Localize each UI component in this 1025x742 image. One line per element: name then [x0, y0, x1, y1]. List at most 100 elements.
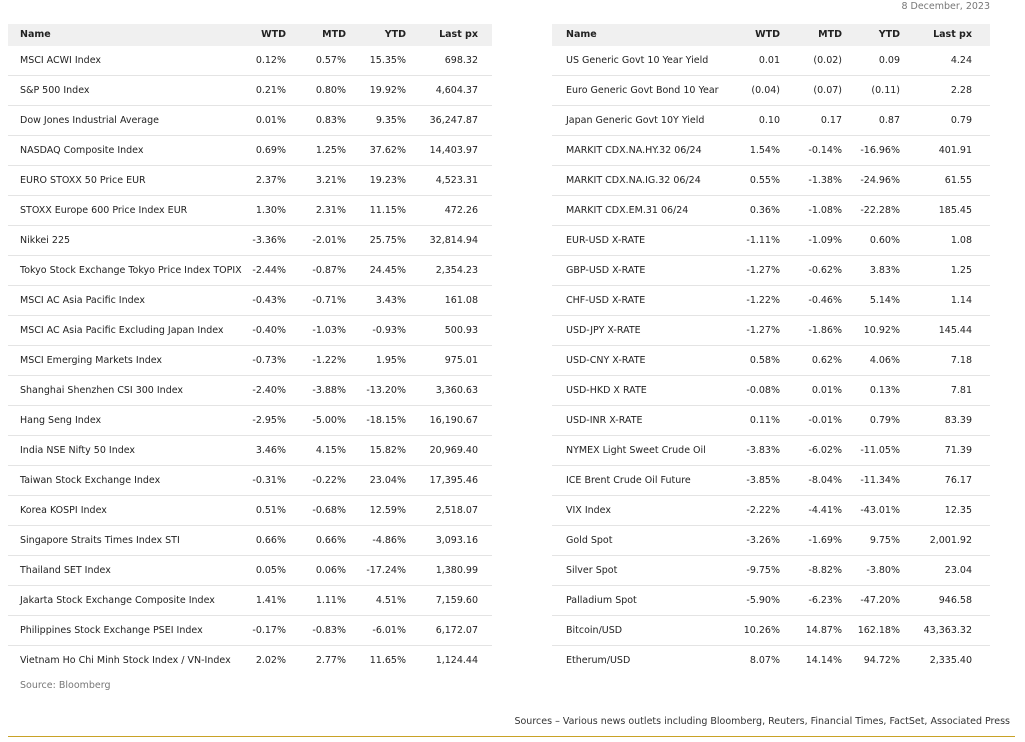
value-cell: 7,159.60 [435, 595, 478, 606]
value-cell: 3.46% [255, 445, 286, 456]
value-cell: -0.83% [312, 625, 346, 636]
table-row: GBP-USD X-RATE -1.27% -0.62% 3.83% 1.25 [552, 256, 990, 286]
instrument-name: S&P 500 Index [20, 85, 90, 96]
table-row: CHF-USD X-RATE -1.22% -0.46% 5.14% 1.14 [552, 286, 990, 316]
value-cell: -9.75% [746, 565, 780, 576]
value-cell: 0.01% [811, 385, 842, 396]
value-cell: 0.87 [878, 115, 900, 126]
instrument-name: Shanghai Shenzhen CSI 300 Index [20, 385, 184, 396]
value-cell: 1.14 [950, 295, 972, 306]
value-cell: 1.54% [749, 145, 780, 156]
table-row: Gold Spot -3.26% -1.69% 9.75% 2,001.92 [552, 526, 990, 556]
value-cell: 2.37% [255, 175, 286, 186]
value-cell: 0.79 [950, 115, 972, 126]
table-row: S&P 500 Index 0.21% 0.80% 19.92% 4,604.37 [8, 76, 492, 106]
value-cell: 3.43% [375, 295, 406, 306]
value-cell: -1.69% [808, 535, 842, 546]
value-cell: 3.21% [315, 175, 346, 186]
value-cell: 145.44 [938, 325, 972, 336]
instrument-name: Thailand SET Index [20, 565, 111, 576]
value-cell: -2.44% [252, 265, 286, 276]
instrument-name: Philippines Stock Exchange PSEI Index [20, 625, 203, 636]
table-row: NASDAQ Composite Index 0.69% 1.25% 37.62% 14… [8, 136, 492, 166]
value-cell: -4.86% [372, 535, 406, 546]
value-cell: -0.40% [252, 325, 286, 336]
value-cell: 2,001.92 [929, 535, 972, 546]
column-header: MTD [818, 29, 842, 40]
value-cell: 0.17 [820, 115, 842, 126]
footer: Sources – Various news outlets including… [514, 716, 1010, 727]
table-row: MSCI AC Asia Pacific Index -0.43% -0.71% 3.… [8, 286, 492, 316]
value-cell: -6.23% [808, 595, 842, 606]
value-cell: 0.13% [869, 385, 900, 396]
value-cell: 15.35% [369, 55, 406, 66]
instrument-name: MARKIT CDX.NA.HY.32 06/24 [566, 145, 702, 156]
value-cell: (0.07) [813, 85, 842, 96]
table-row: India NSE Nifty 50 Index 3.46% 4.15% 15.82%… [8, 436, 492, 466]
value-cell: 0.83% [315, 115, 346, 126]
instrument-name: STOXX Europe 600 Price Index EUR [20, 205, 188, 216]
value-cell: 0.80% [315, 85, 346, 96]
table-row: Vietnam Ho Chi Minh Stock Index / VN-Ind… [8, 646, 492, 676]
instrument-name: GBP-USD X-RATE [566, 265, 646, 276]
value-cell: 12.35 [944, 505, 972, 516]
value-cell: -0.43% [252, 295, 286, 306]
value-cell: 1.41% [255, 595, 286, 606]
instrument-name: MSCI AC Asia Pacific Excluding Japan Ind… [20, 325, 224, 336]
value-cell: 20,969.40 [429, 445, 478, 456]
value-cell: 0.11% [749, 415, 780, 426]
value-cell: -1.22% [312, 355, 346, 366]
table-row: Palladium Spot -5.90% -6.23% -47.20% 946.58 [552, 586, 990, 616]
value-cell: -5.00% [312, 415, 346, 426]
value-cell: 0.36% [749, 205, 780, 216]
value-cell: 4,604.37 [435, 85, 478, 96]
value-cell: 1.11% [315, 595, 346, 606]
value-cell: 0.58% [749, 355, 780, 366]
instrument-name: Japan Generic Govt 10Y Yield [566, 115, 705, 126]
column-header: MTD [322, 29, 346, 40]
table-row: NYMEX Light Sweet Crude Oil -3.83% -6.02% -… [552, 436, 990, 466]
instrument-name: EURO STOXX 50 Price EUR [20, 175, 146, 186]
value-cell: 9.75% [869, 535, 900, 546]
value-cell: 0.66% [315, 535, 346, 546]
value-cell: 0.57% [315, 55, 346, 66]
value-cell: 23.04 [944, 565, 972, 576]
value-cell: 0.66% [255, 535, 286, 546]
value-cell: -0.17% [252, 625, 286, 636]
instrument-name: Dow Jones Industrial Average [20, 115, 159, 126]
value-cell: -4.41% [808, 505, 842, 516]
value-cell: (0.02) [813, 55, 842, 66]
value-cell: 3,093.16 [435, 535, 478, 546]
table-row: USD-CNY X-RATE 0.58% 0.62% 4.06% 7.18 [552, 346, 990, 376]
value-cell: 2,354.23 [435, 265, 478, 276]
table-row: MARKIT CDX.NA.IG.32 06/24 0.55% -1.38% -24.… [552, 166, 990, 196]
value-cell: -43.01% [860, 505, 900, 516]
value-cell: 975.01 [444, 355, 478, 366]
instrument-name: Etherum/USD [566, 655, 631, 666]
instrument-name: MSCI AC Asia Pacific Index [20, 295, 145, 306]
value-cell: 0.12% [255, 55, 286, 66]
instrument-name: USD-HKD X RATE [566, 385, 647, 396]
column-header: Name [566, 29, 597, 40]
value-cell: 946.58 [938, 595, 972, 606]
table-row: MARKIT CDX.EM.31 06/24 0.36% -1.08% -22.28%… [552, 196, 990, 226]
value-cell: -24.96% [860, 175, 900, 186]
value-cell: 19.92% [369, 85, 406, 96]
value-cell: 24.45% [369, 265, 406, 276]
value-cell: 10.26% [743, 625, 780, 636]
instrument-name: NYMEX Light Sweet Crude Oil [566, 445, 706, 456]
instrument-name: Jakarta Stock Exchange Composite Index [20, 595, 215, 606]
value-cell: 1.25% [315, 145, 346, 156]
value-cell: 2.02% [255, 655, 286, 666]
instrument-name: Hang Seng Index [20, 415, 102, 426]
value-cell: -8.04% [808, 475, 842, 486]
column-header: WTD [755, 29, 780, 40]
table-row: Singapore Straits Times Index STI 0.66% 0.… [8, 526, 492, 556]
table-row: USD-JPY X-RATE -1.27% -1.86% 10.92% 145.44 [552, 316, 990, 346]
value-cell: 1.08 [950, 235, 972, 246]
value-cell: 32,814.94 [429, 235, 478, 246]
value-cell: 11.65% [369, 655, 406, 666]
table-row: MARKIT CDX.NA.HY.32 06/24 1.54% -0.14% -16.… [552, 136, 990, 166]
value-cell: -0.62% [808, 265, 842, 276]
instrument-name: Vietnam Ho Chi Minh Stock Index / VN-Ind… [20, 655, 231, 666]
